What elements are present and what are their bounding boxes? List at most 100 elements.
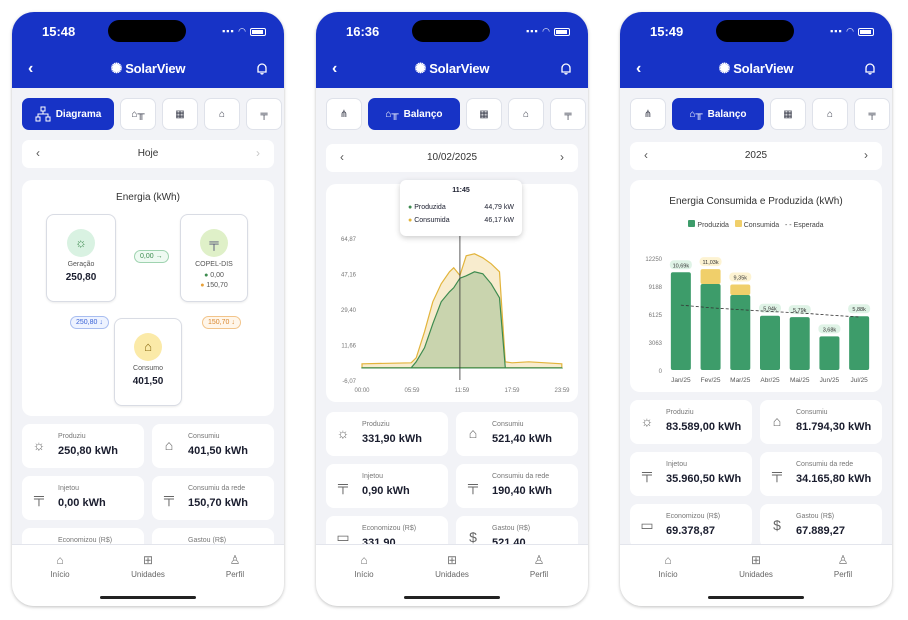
tooltip-label: Produzida <box>414 204 446 211</box>
bell-icon[interactable] <box>864 62 876 75</box>
stat-value: 34.165,80 kWh <box>796 473 872 485</box>
stat-label: Gastou (R$) <box>796 513 835 520</box>
nav-perfil[interactable]: ♙ Perfil <box>808 553 878 579</box>
stat-label: Consumiu da rede <box>492 473 550 480</box>
chart-card: Energia (kWh) 64,8747,1629,4011,66-6,070… <box>326 180 578 402</box>
next-date-button[interactable]: › <box>256 146 260 160</box>
back-button[interactable]: ‹ <box>28 60 34 77</box>
data-label: 5,94k <box>763 307 777 313</box>
data-label: 3,68k <box>823 327 837 333</box>
status-time: 15:48 <box>42 24 76 39</box>
prev-date-button[interactable]: ‹ <box>644 148 648 162</box>
status-icons: ▪▪▪ ◠ <box>830 26 874 37</box>
tab-producao[interactable]: ▦ <box>162 98 198 130</box>
y-tick-label: 3063 <box>649 341 663 347</box>
nav-perfil[interactable]: ♙ Perfil <box>200 553 270 579</box>
node-label: Consumo <box>133 365 163 372</box>
tab-rede[interactable]: ╤ <box>246 98 282 130</box>
stat-value: 150,70 kWh <box>188 497 248 509</box>
y-tick-label: 9188 <box>649 285 663 291</box>
x-tick-label: 17:59 <box>504 388 520 394</box>
solar-panel-icon: ▦ <box>175 108 185 120</box>
date-label: 10/02/2025 <box>426 152 478 163</box>
stat-value: 401,50 kWh <box>188 445 248 457</box>
tab-producao[interactable]: ▦ <box>466 98 502 130</box>
nav-unidades[interactable]: ⊞ Unidades <box>721 553 791 579</box>
phone-balanco-ano: 15:49 ▪▪▪ ◠ ‹ ✺ SolarView ⋔ ⌂╥ Balanço ▦ ⌂… <box>620 12 892 606</box>
status-time: 15:49 <box>650 24 684 39</box>
tab-consumo[interactable]: ⌂ <box>204 98 240 130</box>
node-geracao[interactable]: ☼ Geração 250,80 <box>46 214 116 302</box>
bar-produzida <box>670 272 691 370</box>
tab-balanco[interactable]: ⌂╥ <box>120 98 156 130</box>
stat-consumiu: ⌂ Consumiu 81.794,30 kWh <box>760 400 882 444</box>
header: 16:36 ▪▪▪ ◠ ‹ ✺ SolarView <box>316 12 588 88</box>
bottom-nav: ⌂ Início ⊞ Unidades ♙ Perfil <box>620 544 892 606</box>
nav-unidades[interactable]: ⊞ Unidades <box>417 553 487 579</box>
stat-value: 0,90 kWh <box>362 485 410 497</box>
chart-tooltip: 11:45 ● Produzida 44,79 kW ● Consumida 4… <box>400 180 522 236</box>
nav-inicio[interactable]: ⌂ Início <box>633 553 703 579</box>
tab-diagrama[interactable]: Diagrama <box>22 98 114 130</box>
tooltip-value: 46,17 kW <box>484 217 514 224</box>
area-chart: 64,87 47,16 29,40 11,66 -6,07 00:00 05:59 11:59… <box>341 236 570 394</box>
prev-date-button[interactable]: ‹ <box>340 150 344 164</box>
tab-rede[interactable]: ╤ <box>550 98 586 130</box>
stat-label: Consumiu da rede <box>796 461 854 468</box>
header: 15:48 ▪▪▪ ◠ ‹ ✺ SolarView <box>12 12 284 88</box>
house-icon: ⌂ <box>134 333 162 361</box>
tower-icon: ╤ <box>564 108 572 120</box>
x-tick-label: 05:59 <box>404 388 420 394</box>
x-tick-label: Mar/25 <box>730 377 751 384</box>
nav-perfil[interactable]: ♙ Perfil <box>504 553 574 579</box>
bar-produzida <box>700 284 721 370</box>
nav-inicio[interactable]: ⌂ Início <box>329 553 399 579</box>
tab-rede[interactable]: ╤ <box>854 98 890 130</box>
network-icon: ⋔ <box>339 108 349 120</box>
logo-icon: ✺ <box>110 60 123 76</box>
next-date-button[interactable]: › <box>560 150 564 164</box>
bar-consumida <box>730 284 751 296</box>
data-label: 9,35k <box>734 276 748 282</box>
tab-consumo[interactable]: ⌂ <box>508 98 544 130</box>
tower-icon: ╤ <box>200 229 228 257</box>
bell-icon[interactable] <box>560 62 572 75</box>
bell-icon[interactable] <box>256 62 268 75</box>
tab-balanco[interactable]: ⌂╥ Balanço <box>368 98 460 130</box>
tower-icon: ╤ <box>868 108 876 120</box>
node-value: 401,50 <box>132 376 164 387</box>
nav-inicio[interactable]: ⌂ Início <box>25 553 95 579</box>
stat-label: Gastou (R$) <box>188 537 227 544</box>
tab-diagrama[interactable]: ⋔ <box>326 98 362 130</box>
stat-produziu: ☼ Produziu 331,90 kWh <box>326 412 448 456</box>
logo-icon: ✺ <box>414 60 427 76</box>
sun-icon: ☼ <box>336 425 350 441</box>
stat-consumiu: ⌂ Consumiu 521,40 kWh <box>456 412 578 456</box>
prev-date-button[interactable]: ‹ <box>36 146 40 160</box>
next-date-button[interactable]: › <box>864 148 868 162</box>
back-button[interactable]: ‹ <box>332 60 338 77</box>
house-icon: ⌂ <box>522 108 530 120</box>
tab-consumo[interactable]: ⌂ <box>812 98 848 130</box>
logo-icon: ✺ <box>718 60 731 76</box>
node-copel[interactable]: ╤ COPEL-DIS ● 0,00 ● 150,70 <box>180 214 248 302</box>
nav-unidades[interactable]: ⊞ Unidades <box>113 553 183 579</box>
grid-icon: ⊞ <box>750 553 762 567</box>
stat-injetou: ╤ Injetou 35.960,50 kWh <box>630 452 752 496</box>
tab-balanco[interactable]: ⌂╥ Balanço <box>672 98 764 130</box>
node-consumo[interactable]: ⌂ Consumo 401,50 <box>114 318 182 406</box>
y-tick-label: 11,66 <box>341 344 356 350</box>
date-selector: ‹ 10/02/2025 › <box>326 144 578 172</box>
back-button[interactable]: ‹ <box>636 60 642 77</box>
notch <box>108 20 186 42</box>
user-icon: ♙ <box>837 553 849 567</box>
notch <box>412 20 490 42</box>
bar-produzida <box>849 316 870 370</box>
tab-diagrama[interactable]: ⋔ <box>630 98 666 130</box>
home-icon: ⌂ <box>360 553 368 567</box>
wallet-icon: ▭ <box>336 529 350 545</box>
chart-title: Energia (kWh) <box>116 192 180 203</box>
tab-producao[interactable]: ▦ <box>770 98 806 130</box>
data-label-bg <box>729 272 752 282</box>
y-tick-label: -6,07 <box>342 379 356 385</box>
